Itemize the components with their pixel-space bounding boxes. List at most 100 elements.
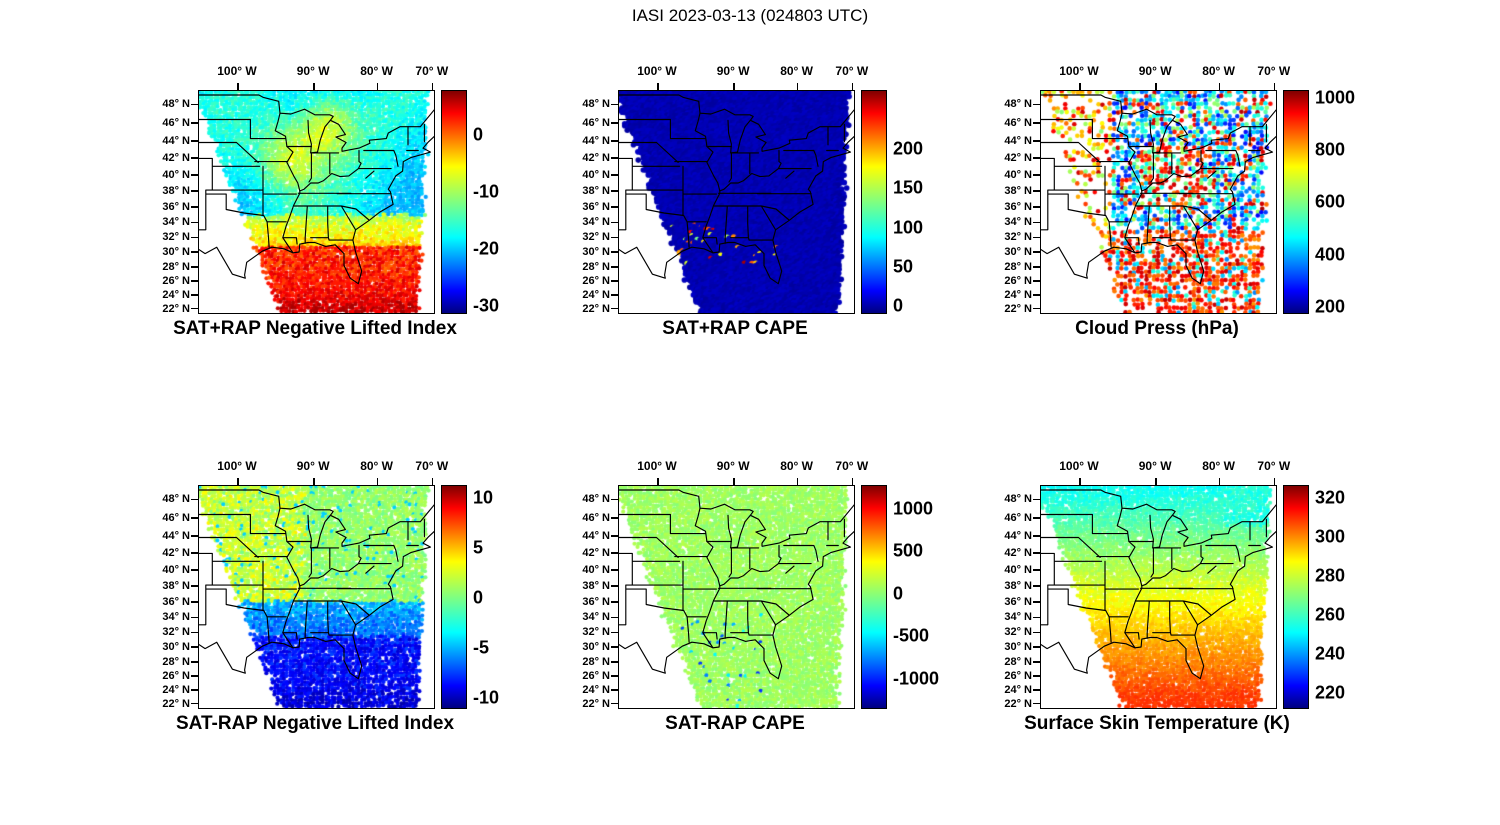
lat-tick-mark [191,646,198,649]
lat-tick-mark [191,517,198,519]
lat-tick-label: 34° N [162,216,190,229]
colorbar-tick-label: 320 [1315,487,1346,508]
lat-tick-mark [191,236,198,239]
lat-tick-mark [191,140,198,142]
lat-tick-label: 32° N [582,626,610,639]
lat-tick-label: 24° N [1004,288,1032,301]
colorbar-tick-label: 400 [1315,244,1346,265]
lat-tick-label: 24° N [1004,683,1032,696]
lon-tick-label: 100° W [217,459,257,473]
lon-tick-label: 100° W [1059,459,1099,473]
lat-tick-label: 42° N [582,547,610,560]
lat-tick-mark [611,702,618,705]
panel-title: Cloud Press (hPa) [1075,318,1239,339]
state-boundaries-overlay [619,489,854,680]
lat-tick-label: 44° N [162,529,190,542]
colorbar-tick-label: -500 [893,625,930,646]
lat-tick-mark [1033,601,1040,603]
lon-tick-mark [1273,83,1276,90]
lat-tick-mark [191,631,198,634]
lat-tick-mark [191,616,198,619]
lon-tick-mark [657,478,659,485]
lat-tick-label: 34° N [582,216,610,229]
colorbar-tick-label: 280 [1315,565,1346,586]
lat-tick-label: 36° N [162,595,190,608]
lat-tick-mark [1033,498,1040,501]
colorbar-tick-label: 10 [473,487,494,508]
lat-tick-label: 28° N [162,655,190,668]
lat-tick-label: 48° N [1004,98,1032,111]
colorbar-tick-label: 300 [1315,526,1346,547]
lat-tick-mark [191,660,198,663]
lat-tick-label: 22° N [1004,302,1032,315]
lat-tick-mark [1033,190,1040,193]
lon-tick-mark [851,478,854,485]
lat-tick-label: 48° N [582,98,610,111]
lon-tick-label: 70° W [415,459,449,473]
lat-tick-label: 44° N [582,134,610,147]
lon-tick-label: 80° W [360,459,393,473]
lat-tick-mark [191,251,198,254]
lat-tick-label: 28° N [582,260,610,273]
colorbar-tick-label: 1000 [893,498,934,519]
lat-tick-mark [191,702,198,705]
panel-title: SAT-RAP Negative Lifted Index [175,713,455,734]
lat-tick-mark [1033,265,1040,268]
lat-tick-label: 44° N [582,529,610,542]
lat-tick-mark [611,251,618,254]
lat-tick-mark [191,265,198,268]
lat-tick-label: 40° N [1004,168,1032,181]
lat-tick-label: 36° N [1004,595,1032,608]
lon-tick-label: 100° W [1059,64,1099,78]
lat-tick-label: 46° N [162,116,190,129]
lat-tick-mark [191,190,198,193]
lat-tick-mark [191,157,198,159]
lat-tick-label: 44° N [1004,134,1032,147]
figure-title: IASI 2023-03-13 (024803 UTC) [631,6,869,25]
lat-tick-mark [191,122,198,124]
lat-tick-mark [191,535,198,537]
lat-tick-label: 46° N [1004,511,1032,524]
panel-title: Surface Skin Temperature (K) [1024,713,1290,734]
lat-tick-label: 42° N [162,152,190,165]
lon-tick-label: 70° W [835,459,869,473]
colorbar-tick-label: 260 [1315,604,1346,625]
lat-tick-mark [611,616,618,619]
colorbar-tick-label: 200 [1315,296,1346,317]
lat-tick-mark [611,174,618,176]
lat-tick-label: 34° N [582,611,610,624]
lon-tick-mark [796,478,799,485]
lat-tick-label: 42° N [162,547,190,560]
colorbar-gradient [862,91,886,313]
lat-tick-label: 22° N [162,697,190,710]
colorbar-tick-label: -10 [473,181,500,202]
colorbar-tick-label: 240 [1315,643,1346,664]
lat-tick-mark [611,206,618,208]
lat-tick-label: 32° N [162,626,190,639]
lat-tick-label: 38° N [1004,580,1032,593]
lat-tick-mark [611,675,618,677]
lat-tick-mark [1033,221,1040,224]
lat-tick-mark [191,294,198,296]
lat-tick-label: 32° N [162,231,190,244]
lon-tick-mark [1079,478,1081,485]
lat-tick-label: 38° N [582,185,610,198]
lat-tick-label: 24° N [162,683,190,696]
map-plot [618,485,855,709]
lat-tick-label: 30° N [582,641,610,654]
lat-tick-label: 26° N [162,669,190,682]
colorbar-tick-label: 0 [893,583,904,604]
colorbar: 320 300 280 260 240 220 [1283,485,1345,709]
lat-tick-mark [611,552,618,554]
colorbar-tick-label: 500 [893,540,924,561]
lat-tick-label: 26° N [582,669,610,682]
lon-tick-mark [237,83,239,90]
lat-tick-mark [611,517,618,519]
lat-tick-label: 46° N [582,116,610,129]
lat-tick-label: 28° N [1004,260,1032,273]
lat-tick-label: 36° N [582,595,610,608]
lon-tick-label: 90° W [296,459,330,473]
lat-tick-label: 30° N [162,246,190,259]
colorbar-gradient [442,91,466,313]
